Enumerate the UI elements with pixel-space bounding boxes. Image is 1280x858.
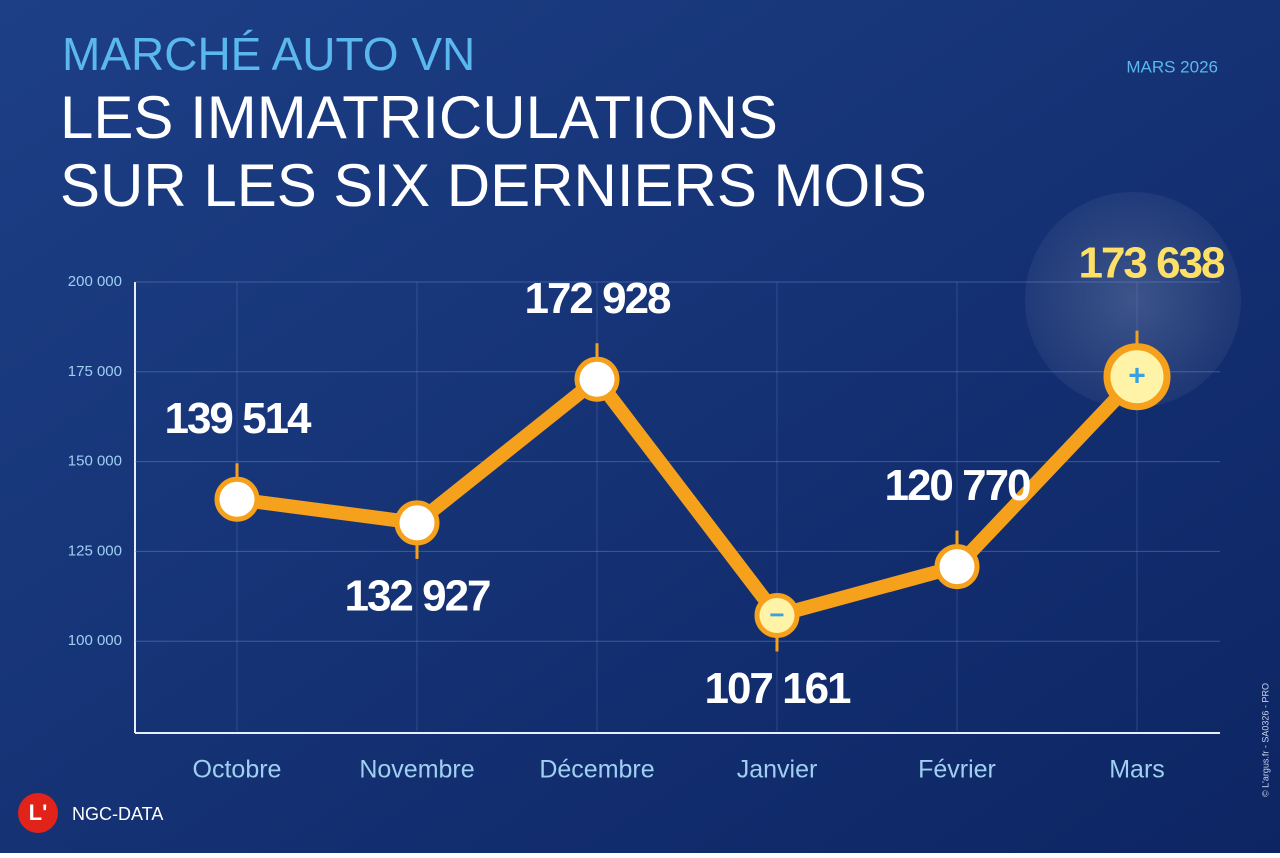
value-label: 132 927 [344,572,490,621]
x-tick-label: Mars [1109,756,1165,784]
value-label: 120 770 [884,461,1030,510]
supertitle: MARCHÉ AUTO VN [62,28,475,80]
value-label: 173 638 [1078,239,1225,288]
logo: L' [29,800,48,825]
y-tick-label: 175 000 [68,363,122,380]
x-tick-label: Décembre [539,756,654,784]
marker [574,356,620,402]
logo-badge [18,793,58,833]
marker-symbol: + [1128,360,1146,393]
x-tick-label: Février [918,756,996,784]
x-tick-label: Janvier [737,756,818,784]
marker [1103,343,1171,411]
credit: © L'argus.fr - SA0326 - PRO [1260,683,1270,797]
marker-symbol: − [769,599,784,629]
marker [214,476,260,522]
data-line [236,371,1143,623]
title-line: LES IMMATRICULATIONS [60,84,778,151]
highlight-halo [1025,192,1241,408]
value-label: 107 161 [704,664,851,713]
value-label: 172 928 [524,274,671,323]
value-label: 139 514 [164,394,312,443]
brand: NGC-DATA [72,804,163,824]
marker [754,592,800,638]
date: MARS 2026 [1126,57,1218,76]
y-tick-label: 150 000 [68,453,122,470]
title-line: SUR LES SIX DERNIERS MOIS [60,152,927,219]
marker [934,544,980,590]
x-tick-label: Novembre [359,756,474,784]
x-tick-label: Octobre [193,756,282,784]
y-tick-label: 125 000 [68,542,122,559]
y-tick-label: 100 000 [68,632,122,649]
y-tick-label: 200 000 [68,273,122,290]
marker [394,500,440,546]
